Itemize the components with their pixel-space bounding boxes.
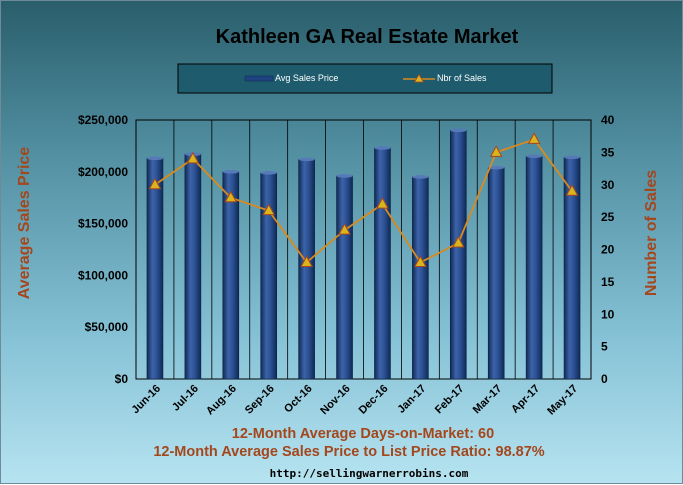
bar-cap (298, 157, 315, 162)
sales-marker (224, 190, 238, 203)
sales-line (154, 138, 573, 264)
sales-marker (186, 151, 200, 164)
chart-title: Kathleen GA Real Estate Market (216, 26, 519, 48)
bar-series (146, 128, 581, 380)
footer-url[interactable]: http://sellingwarnerrobins.com (270, 467, 469, 480)
x-tick-label: Apr-17 (509, 383, 542, 416)
x-tick-label: Oct-16 (282, 383, 315, 416)
x-tick-label: Dec-16 (357, 383, 391, 417)
y-tick-label: $50,000 (85, 320, 129, 334)
x-tick-label: Feb-17 (433, 383, 467, 417)
y2-tick-label: 5 (601, 340, 608, 354)
x-tick-label: Jul-16 (170, 383, 201, 414)
legend-swatch-bar (244, 75, 274, 82)
y2-axis-title: Number of Sales (643, 170, 660, 296)
y2-tick-label: 20 (601, 243, 615, 257)
bar (336, 175, 353, 380)
legend-swatch-marker (413, 73, 425, 83)
sales-marker (376, 197, 389, 209)
bar (184, 153, 202, 380)
footer-price-ratio: 12-Month Average Sales Price to List Pri… (153, 444, 544, 460)
bar (412, 176, 429, 380)
x-tick-label: Nov-16 (318, 383, 352, 417)
legend-box (177, 63, 553, 94)
y-axis-title: Average Sales Price (16, 147, 33, 300)
sales-marker (527, 132, 541, 144)
bar (525, 155, 543, 380)
bar-cap (564, 155, 581, 160)
bar-cap (336, 174, 353, 178)
footer-days-on-market: 12-Month Average Days-on-Market: 60 (232, 426, 494, 442)
sales-marker (489, 145, 503, 157)
sales-marker (414, 255, 427, 267)
x-tick-label: Jan-17 (395, 383, 428, 416)
x-tick-label: Mar-17 (471, 383, 505, 417)
bar-cap (222, 170, 239, 174)
sales-marker (148, 177, 162, 190)
y2-tick-label: 10 (601, 307, 615, 321)
bar (487, 167, 505, 380)
x-tick-label: Sep-16 (243, 383, 277, 417)
y2-tick-label: 30 (601, 178, 615, 192)
legend-label-nbr-sales: Nbr of Sales (437, 73, 487, 83)
y-tick-label: $0 (115, 372, 129, 386)
y-tick-label: $250,000 (78, 113, 128, 127)
bar (449, 130, 467, 380)
x-tick-label: Jun-16 (130, 383, 164, 417)
y-tick-label: $150,000 (78, 217, 128, 231)
line-series (148, 132, 579, 267)
sales-marker (451, 235, 465, 248)
y2-tick-label: 35 (601, 145, 615, 159)
legend-item-avg-price: Avg Sales Price (244, 73, 338, 83)
y2-tick-label: 15 (601, 275, 615, 289)
bar (374, 147, 391, 380)
bar-cap (374, 146, 391, 150)
sales-marker (338, 223, 351, 235)
sales-marker (565, 184, 579, 196)
bar-cap (412, 175, 429, 179)
sales-marker (300, 255, 313, 267)
left-axis-ticks: $0 $50,000 $100,000 $150,000 $200,000 $250,00… (78, 113, 128, 386)
bar (298, 159, 315, 380)
y-tick-label: $200,000 (78, 165, 128, 179)
bar (146, 158, 164, 380)
legend-label-avg-price: Avg Sales Price (275, 73, 338, 83)
x-tick-label: Aug-16 (204, 383, 239, 418)
x-tick-label: May-17 (545, 383, 580, 418)
y2-tick-label: 0 (601, 372, 608, 386)
bar-cap (488, 165, 505, 170)
bar-cap (146, 156, 163, 161)
bar (222, 171, 240, 380)
bar-cap (526, 154, 543, 159)
y2-tick-label: 40 (601, 113, 615, 127)
x-axis-ticks: Jun-16 Jul-16 Aug-16 Sep-16 Oct-16 Nov-16 Dec-… (130, 383, 581, 418)
right-axis-ticks: 0 5 10 15 20 25 30 35 40 (601, 113, 615, 386)
legend-item-nbr-sales: Nbr of Sales (403, 73, 487, 83)
bar-cap (260, 171, 277, 175)
plot-area (135, 119, 592, 380)
y2-tick-label: 25 (601, 210, 615, 224)
bar-cap (450, 128, 467, 133)
y-tick-label: $100,000 (78, 268, 128, 282)
sales-marker (262, 203, 276, 216)
